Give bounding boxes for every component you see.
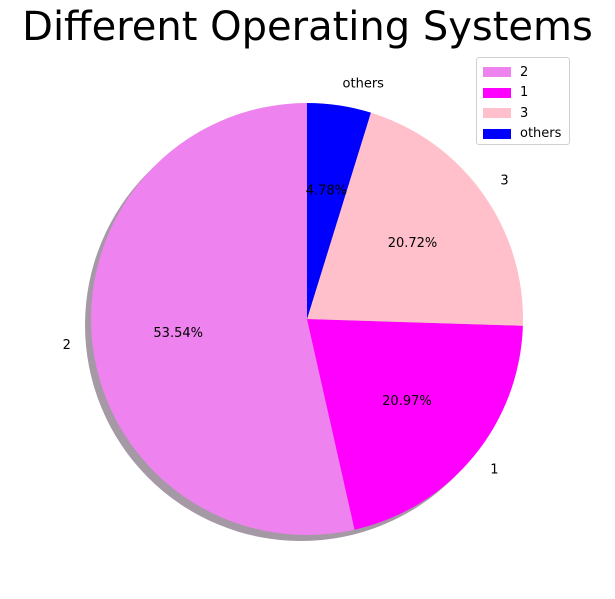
legend-swatch bbox=[483, 67, 511, 78]
slice-label: 3 bbox=[500, 174, 508, 189]
legend-label: 1 bbox=[520, 85, 529, 101]
chart-title: Different Operating Systems bbox=[22, 4, 593, 50]
legend-item: 2 bbox=[483, 62, 569, 83]
percent-label: 4.78% bbox=[306, 183, 347, 198]
percent-label: 20.97% bbox=[382, 394, 432, 409]
legend: 2 1 3 others bbox=[476, 57, 570, 145]
legend-label: others bbox=[520, 126, 562, 142]
pie-slice bbox=[307, 103, 371, 319]
pie-slice bbox=[91, 103, 355, 536]
legend-label: 3 bbox=[520, 105, 529, 121]
slice-label: 2 bbox=[63, 338, 71, 353]
legend-swatch bbox=[483, 87, 511, 98]
legend-item: 3 bbox=[483, 103, 569, 124]
slice-label: others bbox=[343, 77, 385, 92]
slice-label: 1 bbox=[490, 463, 498, 478]
percent-label: 20.72% bbox=[388, 236, 438, 251]
percent-label: 53.54% bbox=[153, 326, 203, 341]
pie-slice bbox=[307, 112, 523, 326]
legend-item: 1 bbox=[483, 83, 569, 104]
legend-swatch bbox=[483, 128, 511, 139]
pie-slice bbox=[307, 319, 523, 530]
legend-label: 2 bbox=[520, 64, 529, 80]
legend-swatch bbox=[483, 108, 511, 119]
legend-item: others bbox=[483, 124, 569, 145]
